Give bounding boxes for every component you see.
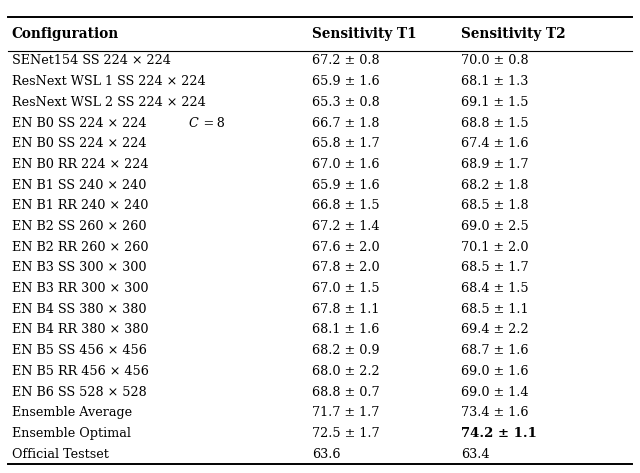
Text: 69.0 ± 1.6: 69.0 ± 1.6 [461, 365, 528, 378]
Text: EN B2 RR 260 × 260: EN B2 RR 260 × 260 [12, 241, 148, 254]
Text: 68.5 ± 1.7: 68.5 ± 1.7 [461, 262, 529, 274]
Text: 68.9 ± 1.7: 68.9 ± 1.7 [461, 158, 528, 171]
Text: 63.4: 63.4 [461, 447, 490, 461]
Text: 67.0 ± 1.5: 67.0 ± 1.5 [312, 282, 380, 295]
Text: 65.9 ± 1.6: 65.9 ± 1.6 [312, 179, 380, 192]
Text: 68.2 ± 0.9: 68.2 ± 0.9 [312, 344, 380, 357]
Text: 67.0 ± 1.6: 67.0 ± 1.6 [312, 158, 380, 171]
Text: 69.0 ± 2.5: 69.0 ± 2.5 [461, 220, 529, 233]
Text: 69.4 ± 2.2: 69.4 ± 2.2 [461, 324, 529, 336]
Text: C: C [188, 116, 198, 130]
Text: = 8: = 8 [201, 116, 225, 130]
Text: ResNext WSL 2 SS 224 × 224: ResNext WSL 2 SS 224 × 224 [12, 96, 205, 109]
Text: 69.0 ± 1.4: 69.0 ± 1.4 [461, 385, 528, 399]
Text: 63.6: 63.6 [312, 447, 341, 461]
Text: 71.7 ± 1.7: 71.7 ± 1.7 [312, 406, 380, 419]
Text: 67.2 ± 0.8: 67.2 ± 0.8 [312, 54, 380, 68]
Text: 73.4 ± 1.6: 73.4 ± 1.6 [461, 406, 528, 419]
Text: Configuration: Configuration [12, 26, 119, 41]
Text: Ensemble Optimal: Ensemble Optimal [12, 427, 131, 440]
Text: EN B4 RR 380 × 380: EN B4 RR 380 × 380 [12, 324, 148, 336]
Text: EN B1 RR 240 × 240: EN B1 RR 240 × 240 [12, 199, 148, 212]
Text: ResNext WSL 1 SS 224 × 224: ResNext WSL 1 SS 224 × 224 [12, 75, 205, 88]
Text: EN B4 SS 380 × 380: EN B4 SS 380 × 380 [12, 303, 146, 316]
Text: 70.0 ± 0.8: 70.0 ± 0.8 [461, 54, 529, 68]
Text: EN B5 SS 456 × 456: EN B5 SS 456 × 456 [12, 344, 147, 357]
Text: 68.5 ± 1.8: 68.5 ± 1.8 [461, 199, 529, 212]
Text: 65.9 ± 1.6: 65.9 ± 1.6 [312, 75, 380, 88]
Text: 67.4 ± 1.6: 67.4 ± 1.6 [461, 137, 528, 150]
Text: 68.1 ± 1.3: 68.1 ± 1.3 [461, 75, 528, 88]
Text: 65.3 ± 0.8: 65.3 ± 0.8 [312, 96, 380, 109]
Text: 68.8 ± 1.5: 68.8 ± 1.5 [461, 116, 529, 130]
Text: 67.2 ± 1.4: 67.2 ± 1.4 [312, 220, 380, 233]
Text: 68.1 ± 1.6: 68.1 ± 1.6 [312, 324, 380, 336]
Text: 67.8 ± 1.1: 67.8 ± 1.1 [312, 303, 380, 316]
Text: Ensemble Average: Ensemble Average [12, 406, 132, 419]
Text: Official Testset: Official Testset [12, 447, 108, 461]
Text: EN B2 SS 260 × 260: EN B2 SS 260 × 260 [12, 220, 146, 233]
Text: EN B3 SS 300 × 300: EN B3 SS 300 × 300 [12, 262, 146, 274]
Text: SENet154 SS 224 × 224: SENet154 SS 224 × 224 [12, 54, 170, 68]
Text: Sensitivity T1: Sensitivity T1 [312, 26, 417, 41]
Text: EN B6 SS 528 × 528: EN B6 SS 528 × 528 [12, 385, 147, 399]
Text: EN B1 SS 240 × 240: EN B1 SS 240 × 240 [12, 179, 146, 192]
Text: 72.5 ± 1.7: 72.5 ± 1.7 [312, 427, 380, 440]
Text: 67.8 ± 2.0: 67.8 ± 2.0 [312, 262, 380, 274]
Text: 68.7 ± 1.6: 68.7 ± 1.6 [461, 344, 528, 357]
Text: 66.8 ± 1.5: 66.8 ± 1.5 [312, 199, 380, 212]
Text: EN B0 RR 224 × 224: EN B0 RR 224 × 224 [12, 158, 148, 171]
Text: 68.5 ± 1.1: 68.5 ± 1.1 [461, 303, 528, 316]
Text: 68.8 ± 0.7: 68.8 ± 0.7 [312, 385, 380, 399]
Text: 66.7 ± 1.8: 66.7 ± 1.8 [312, 116, 380, 130]
Text: 70.1 ± 2.0: 70.1 ± 2.0 [461, 241, 528, 254]
Text: 68.0 ± 2.2: 68.0 ± 2.2 [312, 365, 380, 378]
Text: EN B5 RR 456 × 456: EN B5 RR 456 × 456 [12, 365, 148, 378]
Text: 69.1 ± 1.5: 69.1 ± 1.5 [461, 96, 528, 109]
Text: EN B3 RR 300 × 300: EN B3 RR 300 × 300 [12, 282, 148, 295]
Text: EN B0 SS 224 × 224: EN B0 SS 224 × 224 [12, 137, 146, 150]
Text: 65.8 ± 1.7: 65.8 ± 1.7 [312, 137, 380, 150]
Text: 68.4 ± 1.5: 68.4 ± 1.5 [461, 282, 529, 295]
Text: 74.2 ± 1.1: 74.2 ± 1.1 [461, 427, 537, 440]
Text: 67.6 ± 2.0: 67.6 ± 2.0 [312, 241, 380, 254]
Text: 68.2 ± 1.8: 68.2 ± 1.8 [461, 179, 528, 192]
Text: Sensitivity T2: Sensitivity T2 [461, 26, 565, 41]
Text: EN B0 SS 224 × 224: EN B0 SS 224 × 224 [12, 116, 148, 130]
